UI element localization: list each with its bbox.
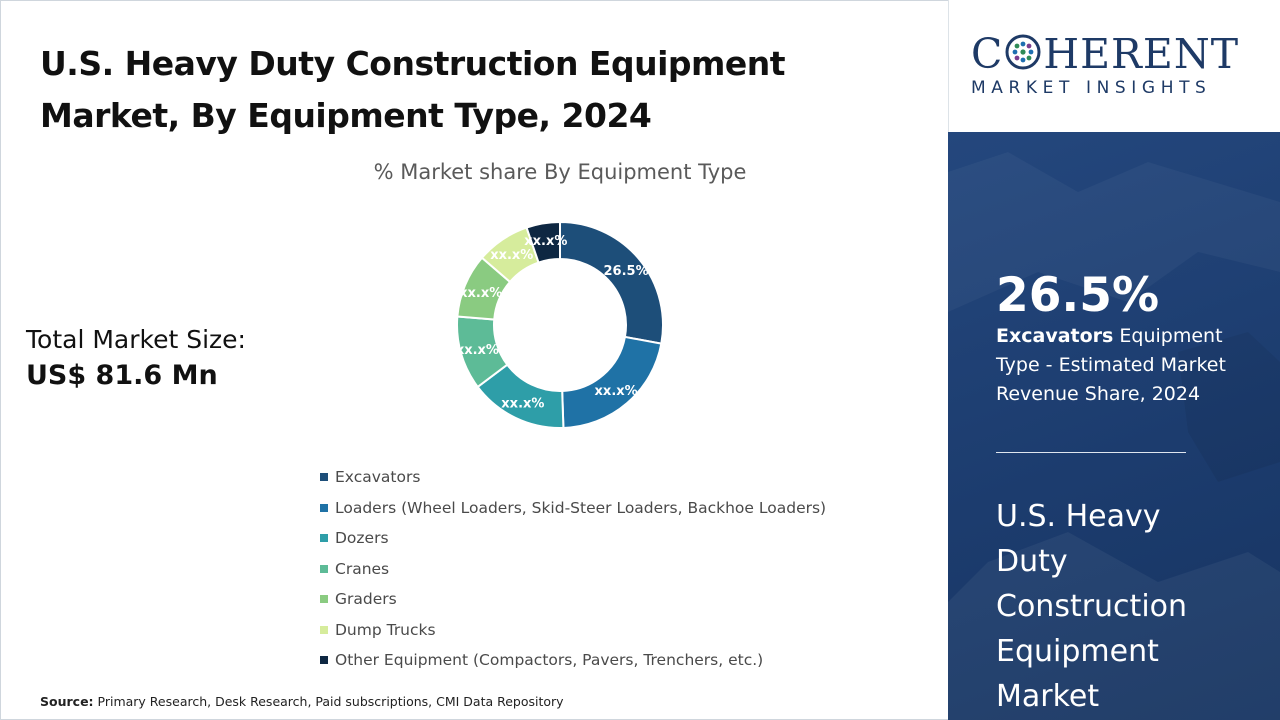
legend-swatch — [320, 564, 328, 573]
page-title-line-2: Market, By Equipment Type, 2024 — [40, 96, 652, 135]
legend-item: Cranes — [320, 554, 826, 585]
panel-title-line: U.S. Heavy — [996, 499, 1161, 534]
page-title: U.S. Heavy Duty Construction Equipment M… — [40, 38, 920, 142]
source-label: Source: — [40, 694, 94, 709]
logo-wordmark: C HERENT — [971, 30, 1239, 78]
legend-label: Dozers — [335, 529, 389, 548]
market-size-label: Total Market Size: — [26, 325, 246, 354]
stat-description-text: Equipment Type - Estimated Market Revenu… — [996, 325, 1226, 405]
legend-swatch — [320, 534, 328, 543]
logo: C HERENT MARKET INSIGHTS — [948, 0, 1280, 132]
source-text: Primary Research, Desk Research, Paid su… — [93, 694, 564, 709]
stat-value: 26.5% — [996, 268, 1160, 323]
logo-letters: HERENT — [1043, 30, 1240, 78]
legend-label: Dump Trucks — [335, 620, 436, 639]
legend-label: Excavators — [335, 468, 421, 487]
donut-chart: 26.5%xx.x%xx.x%xx.x%xx.x%xx.x%xx.x% — [456, 220, 664, 429]
donut-slice — [559, 220, 664, 345]
legend-item: Dozers — [320, 523, 826, 554]
logo-letter-c: C — [971, 30, 1004, 78]
donut-slice-label: 26.5% — [604, 264, 649, 279]
panel-divider — [996, 452, 1186, 453]
legend-swatch — [320, 473, 328, 482]
chart-title: % Market share By Equipment Type — [373, 160, 747, 184]
donut-slice-label: xx.x% — [490, 248, 533, 263]
logo-subtitle: MARKET INSIGHTS — [971, 78, 1212, 98]
stat-segment: Excavators — [996, 325, 1114, 347]
legend-swatch — [320, 656, 328, 665]
legend-item: Dump Trucks — [320, 615, 826, 646]
donut-slice-label: xx.x% — [456, 343, 499, 358]
panel-map-decoration — [948, 152, 1280, 720]
legend-label: Other Equipment (Compactors, Pavers, Tre… — [335, 651, 764, 670]
legend-item: Graders — [320, 584, 826, 615]
donut-slice-label: xx.x% — [459, 286, 502, 301]
panel-title-line: Construction — [996, 589, 1188, 624]
page-title-line-1: U.S. Heavy Duty Construction Equipment — [40, 44, 786, 83]
panel-title-line: Duty — [996, 544, 1068, 579]
legend-item: Loaders (Wheel Loaders, Skid-Steer Loade… — [320, 493, 826, 524]
legend-swatch — [320, 625, 328, 634]
logo-globe-icon — [1005, 34, 1041, 70]
donut-slice-label: xx.x% — [501, 397, 544, 412]
legend-label: Loaders (Wheel Loaders, Skid-Steer Loade… — [335, 498, 827, 517]
legend-swatch — [320, 503, 328, 512]
panel-market-title: U.S. Heavy Duty Construction Equipment Marke… — [996, 494, 1256, 719]
donut-slice — [525, 220, 561, 264]
stat-description: Excavators Equipment Type - Estimated Ma… — [996, 322, 1266, 409]
legend-label: Cranes — [335, 559, 390, 578]
panel-title-line: Equipment — [996, 634, 1159, 669]
market-size-value: US$ 81.6 Mn — [26, 360, 218, 391]
donut-slice-label: xx.x% — [595, 384, 638, 399]
sidebar: C HERENT MARKET INSIGHTS 26.5% Excavator… — [948, 0, 1280, 720]
market-size: Total Market Size: US$ 81.6 Mn — [26, 325, 246, 391]
legend-item: Excavators — [320, 462, 826, 493]
donut-slice-label: xx.x% — [524, 234, 567, 249]
chart-legend: Excavators Loaders (Wheel Loaders, Skid-S… — [320, 462, 826, 676]
panel-title-line: Market — [996, 679, 1100, 714]
donut-slice — [561, 335, 663, 429]
legend-swatch — [320, 595, 328, 604]
legend-item: Other Equipment (Compactors, Pavers, Tre… — [320, 645, 826, 676]
legend-label: Graders — [335, 590, 397, 609]
highlight-panel: 26.5% Excavators Equipment Type - Estima… — [948, 132, 1280, 720]
source-note: Source: Primary Research, Desk Research,… — [40, 694, 564, 709]
